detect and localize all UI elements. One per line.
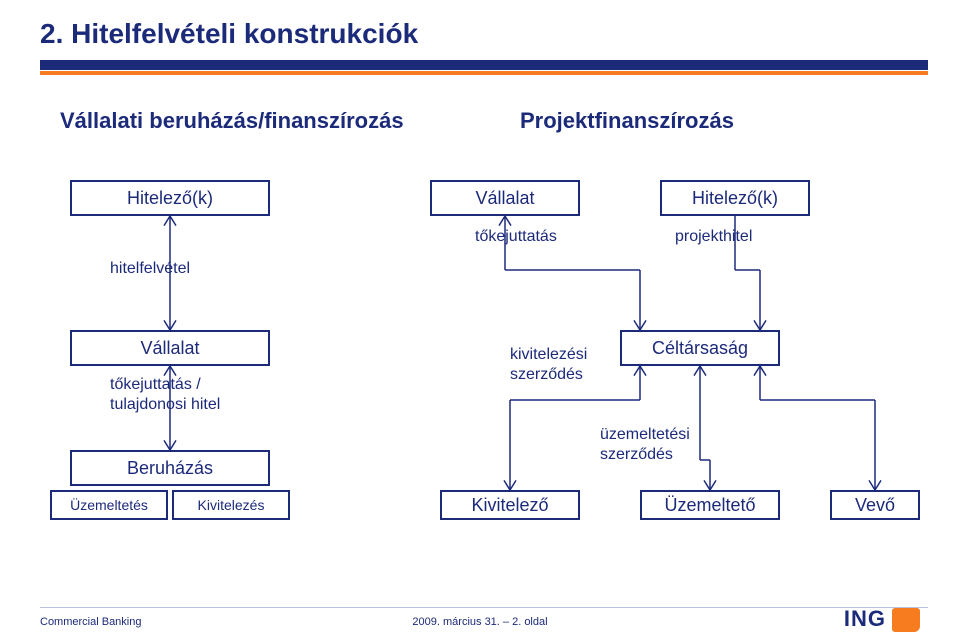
label-tokej-tulaj: tőkejuttatás / tulajdonosi hitel [110,375,280,415]
lion-icon [892,608,920,632]
slide-title: 2. Hitelfelvételi konstrukciók [40,18,418,50]
label-hitelfelvetel: hitelfelvétel [110,260,190,278]
title-rule [40,60,928,75]
box-hitelezo-left: Hitelező(k) [70,180,270,216]
arrow-layer [0,0,960,640]
box-vallalat-left: Vállalat [70,330,270,366]
label-tokejuttatas: tőkejuttatás [475,228,557,246]
box-hitelezo-right: Hitelező(k) [660,180,810,216]
box-kivitelezo: Kivitelező [440,490,580,520]
box-vevo: Vevő [830,490,920,520]
logo-text: ING [844,606,886,632]
subtitle-left: Vállalati beruházás/finanszírozás [60,108,404,134]
label-projekthitel: projekthitel [675,228,752,246]
footer: Commercial Banking 2009. március 31. – 2… [0,600,960,640]
box-uzemeltetes: Üzemeltetés [50,490,168,520]
label-kivitelezesi-szerzodes: kivitelezési szerződés [510,345,587,385]
label-uzemeltetesi-szerzodes: üzemeltetési szerződés [600,425,690,465]
box-vallalat-right: Vállalat [430,180,580,216]
box-beruhazas: Beruházás [70,450,270,486]
footer-logo: ING [844,606,920,632]
subtitle-right: Projektfinanszírozás [520,108,734,134]
footer-center: 2009. március 31. – 2. oldal [0,616,960,628]
slide-root: 2. Hitelfelvételi konstrukciók Vállalati… [0,0,960,640]
box-celtarsasag: Céltársaság [620,330,780,366]
footer-rule [40,607,928,608]
box-kivitelezes: Kivitelezés [172,490,290,520]
box-uzemelteto: Üzemeltető [640,490,780,520]
